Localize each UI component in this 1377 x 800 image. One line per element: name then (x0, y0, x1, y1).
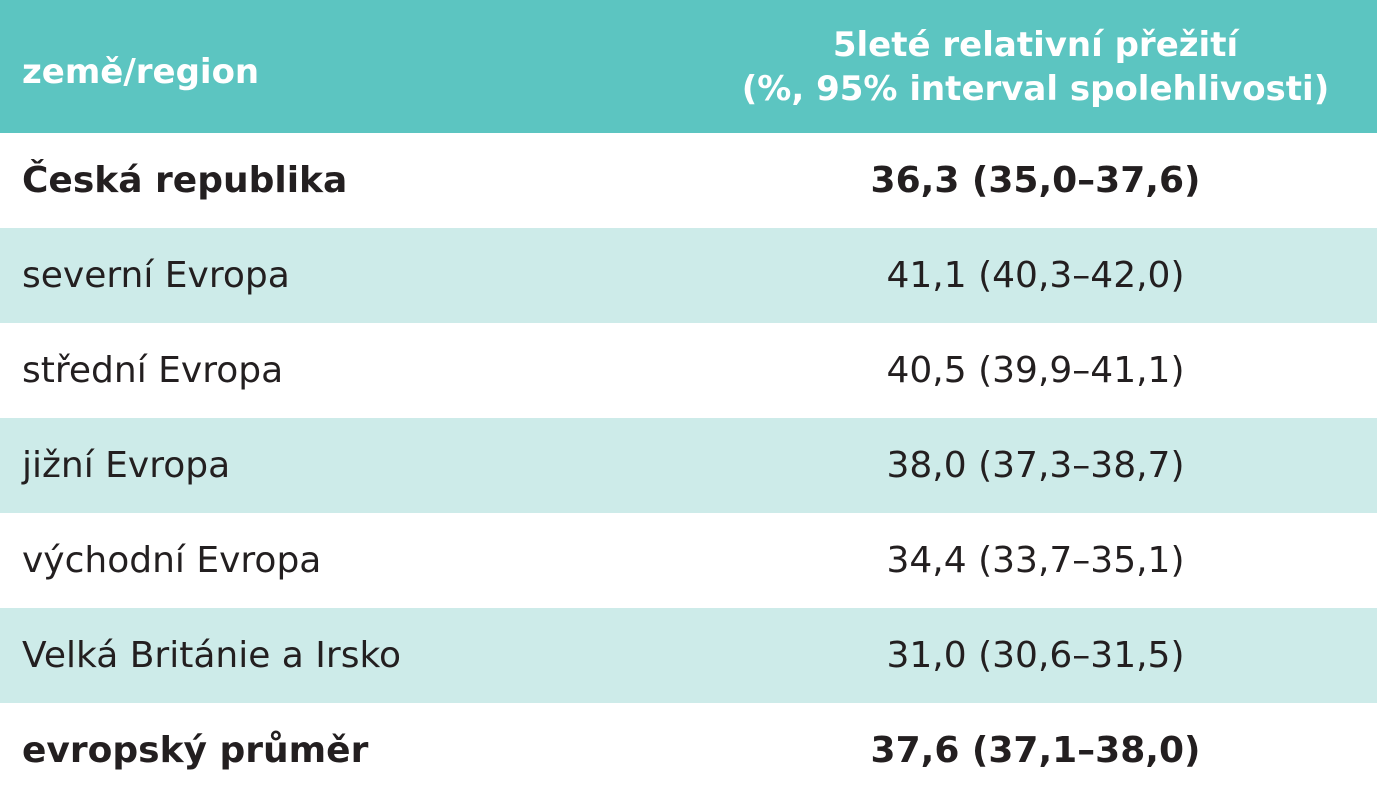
header-row: země/region 5leté relativní přežití (%, … (0, 0, 1377, 133)
cell: 37,6 (37,1–38,0) (870, 730, 1201, 771)
cell: evropský průměr (22, 730, 369, 771)
cell: východní Evropa (22, 540, 322, 581)
row: severní Evropa 41,1 (40,3–42,0) (0, 228, 1377, 323)
row: střední Evropa 40,5 (39,9–41,1) (0, 323, 1377, 418)
row: Česká republika 36,3 (35,0–37,6) (0, 133, 1377, 228)
row: Velká Británie a Irsko 31,0 (30,6–31,5) (0, 608, 1377, 703)
row: jižní Evropa 38,0 (37,3–38,7) (0, 418, 1377, 513)
cell: 38,0 (37,3–38,7) (694, 418, 1377, 513)
cell: jižní Evropa (0, 418, 694, 513)
cell: severní Evropa (0, 228, 694, 323)
row: východní Evropa 34,4 (33,7–35,1) (0, 513, 1377, 608)
row: evropský průměr 37,6 (37,1–38,0) (0, 703, 1377, 798)
header-line: (%, 95% interval spolehlivosti) (741, 68, 1330, 109)
cell: Velká Británie a Irsko (0, 608, 694, 703)
cell: 36,3 (35,0–37,6) (870, 160, 1201, 201)
cell: Česká republika (22, 160, 348, 201)
header-cell: 5leté relativní přežití (%, 95% interval… (694, 0, 1377, 133)
cell: 31,0 (30,6–31,5) (694, 608, 1377, 703)
header-cell: země/region (0, 0, 694, 133)
cell: 41,1 (40,3–42,0) (694, 228, 1377, 323)
cell: střední Evropa (22, 350, 284, 391)
cell: 34,4 (33,7–35,1) (886, 540, 1185, 581)
header-line: 5leté relativní přežití (832, 24, 1239, 65)
cell: 40,5 (39,9–41,1) (886, 350, 1185, 391)
